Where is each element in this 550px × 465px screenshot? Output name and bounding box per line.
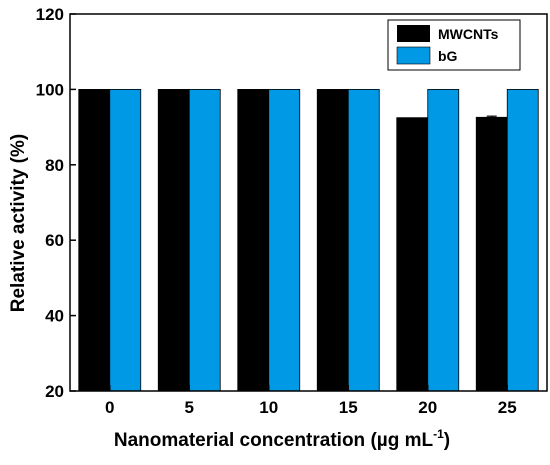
y-tick-label: 80: [45, 156, 64, 175]
legend-label-bg: bG: [438, 48, 458, 64]
bar-mwcnts-0: [78, 89, 111, 392]
bar-bg-20: [427, 89, 460, 392]
bar-mwcnts-10: [237, 89, 270, 392]
bar-mwcnts-25: [475, 116, 508, 392]
bar-bg-25: [506, 89, 539, 392]
bar-mwcnts-15: [316, 89, 349, 392]
x-tick-label: 25: [498, 398, 517, 417]
bar-bg-5: [188, 89, 221, 392]
legend-swatch-bg: [396, 46, 431, 65]
y-tick-label: 100: [36, 80, 64, 99]
bar-bg-10: [268, 89, 301, 392]
bar-mwcnts-20: [396, 117, 429, 392]
y-tick-label: 40: [45, 307, 64, 326]
x-axis-ticks: 0 5 10 15 20 25: [105, 385, 517, 417]
x-tick-label: 15: [339, 398, 358, 417]
x-tick-label: 20: [418, 398, 437, 417]
legend-label-mwcnts: MWCNTs: [438, 26, 499, 42]
bars-group: [78, 89, 539, 392]
x-axis-label: Nanomaterial concentration (µg mL-1): [114, 427, 450, 451]
y-axis-label: Relative activity (%): [8, 134, 29, 312]
x-tick-label: 5: [185, 398, 194, 417]
legend-swatch-mwcnts: [397, 25, 430, 42]
legend: MWCNTs bG: [387, 19, 521, 71]
y-axis-ticks: 20 40 60 80 100 120: [36, 5, 76, 401]
x-tick-label: 10: [259, 398, 278, 417]
y-tick-label: 60: [45, 231, 64, 250]
plot-frame: [69, 13, 548, 392]
bar-bg-0: [109, 89, 142, 392]
error-bars-group: [486, 115, 497, 119]
x-tick-label: 0: [105, 398, 114, 417]
y-tick-label: 120: [36, 5, 64, 24]
bar-mwcnts-5: [157, 89, 190, 392]
bar-bg-15: [347, 89, 380, 392]
y-tick-label: 20: [45, 382, 64, 401]
